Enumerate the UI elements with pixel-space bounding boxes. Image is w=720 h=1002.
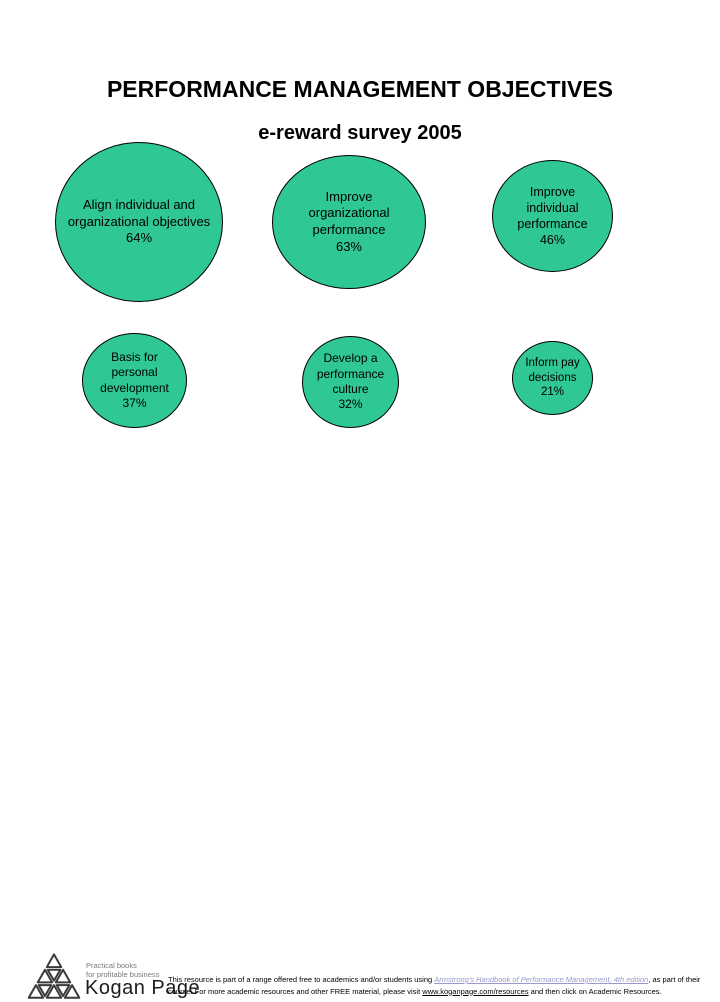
- bubble-improve-organizational-performance: Improve organizational performance 63%: [272, 155, 426, 289]
- bubble-basis-personal-development-label: Basis for personal development 37%: [100, 349, 169, 410]
- page-title: PERFORMANCE MANAGEMENT OBJECTIVES: [106, 76, 614, 102]
- bubble-basis-personal-development: Basis for personal development 37%: [82, 333, 187, 428]
- slide-subtitle: e-reward survey 2005: [258, 122, 462, 144]
- resource-note: This resource is part of a range offered…: [168, 974, 713, 997]
- bubble-align-objectives-label: Align individual and organizational obje…: [67, 197, 211, 246]
- bubble-improve-organizational-performance-label: Improve organizational performance 63%: [308, 188, 390, 254]
- koganpage-resources-link[interactable]: www.koganpage.com/resources: [422, 986, 529, 996]
- note-line1-suffix: , as part of their: [648, 975, 701, 984]
- bubble-improve-individual-performance-label: Improve individual performance 46%: [517, 185, 588, 247]
- armstrong-handbook-link[interactable]: Armstrong's Handbook of Performance Mana…: [434, 975, 649, 984]
- slide: PERFORMANCE MANAGEMENT OBJECTIVES e-rewa…: [0, 76, 720, 999]
- bubble-develop-performance-culture: Develop a performance culture 32%: [302, 336, 399, 428]
- bubble-inform-pay-decisions: Inform pay decisions 21%: [512, 341, 593, 415]
- footer: Practical books for profitable business …: [0, 474, 720, 999]
- bubble-develop-performance-culture-label: Develop a performance culture 32%: [316, 351, 385, 412]
- bubble-align-objectives: Align individual and organizational obje…: [55, 142, 223, 302]
- note-line2-suffix: and then click on Academic Resources.: [528, 986, 662, 996]
- note-line1-prefix: This resource is part of a range offered…: [168, 975, 435, 984]
- bubble-improve-individual-performance: Improve individual performance 46%: [492, 160, 613, 272]
- note-line2-prefix: course. For more academic resources and …: [168, 986, 423, 996]
- bubble-inform-pay-decisions-label: Inform pay decisions 21%: [525, 356, 580, 399]
- resource-note-line2: course. For more academic resources and …: [168, 986, 713, 998]
- resource-note-line1: This resource is part of a range offered…: [168, 974, 713, 986]
- kogan-page-triangles-logo-icon: [27, 953, 81, 999]
